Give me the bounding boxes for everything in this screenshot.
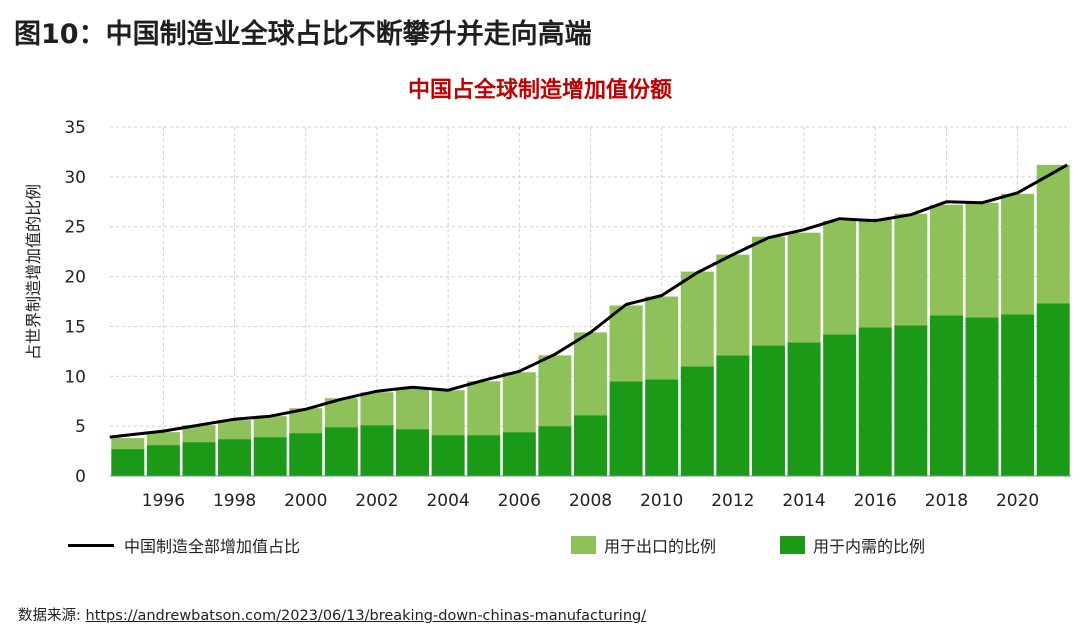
stacked-bar-chart: 0 5 10 15 20 25 30 35 1996 1998 2000 2002 2004 2006 20…	[64, 118, 1071, 511]
bar-export	[609, 305, 643, 382]
bar-export	[431, 390, 465, 436]
bar-domestic	[787, 342, 821, 476]
y-tick-label: 5	[75, 417, 86, 437]
bar-export	[360, 392, 394, 426]
bar-export	[111, 438, 145, 450]
x-tick-label: 2002	[355, 491, 398, 511]
bar-export	[858, 218, 892, 328]
figure-title: 图10：中国制造业全球占比不断攀升并走向高端	[14, 19, 592, 50]
bar-domestic	[289, 433, 323, 476]
legend-swatch-export	[571, 536, 596, 554]
bar-domestic	[1036, 303, 1070, 476]
bar-domestic	[858, 327, 892, 476]
bar-domestic	[146, 445, 180, 476]
bar-domestic	[574, 415, 607, 476]
legend-item-domestic: 用于内需的比例	[780, 533, 925, 557]
x-tick-label: 2020	[996, 491, 1039, 511]
bar-export	[146, 432, 180, 446]
bar-domestic	[680, 366, 714, 476]
bar-export	[253, 416, 287, 438]
bar-export	[538, 355, 572, 427]
x-tick-label: 2014	[782, 491, 825, 511]
legend-label-export: 用于出口的比例	[604, 537, 717, 556]
bar-domestic	[467, 435, 501, 476]
source-link[interactable]: https://andrewbatson.com/2023/06/13/brea…	[85, 608, 647, 624]
source-label: 数据来源:	[18, 608, 81, 624]
y-tick-label: 15	[64, 317, 86, 337]
bar-export	[894, 213, 928, 326]
bar-export	[218, 420, 252, 440]
y-tick-label: 0	[75, 467, 86, 487]
bar-domestic	[894, 325, 928, 476]
legend-line-swatch	[68, 543, 114, 547]
bar-domestic	[965, 317, 999, 476]
x-tick-label: 2004	[426, 491, 469, 511]
x-tick-label: 2000	[284, 491, 327, 511]
bar-domestic	[360, 425, 394, 476]
bar-export	[467, 381, 501, 436]
source-note: 数据来源: https://andrewbatson.com/2023/06/1…	[18, 604, 646, 625]
bar-export	[1001, 193, 1035, 315]
bar-domestic	[538, 426, 572, 476]
bar-domestic	[716, 355, 750, 476]
bar-export	[787, 232, 821, 343]
bar-domestic	[502, 432, 536, 476]
bar-export	[929, 204, 963, 316]
bar-export	[1036, 164, 1070, 304]
bar-export	[823, 220, 857, 335]
x-tick-label: 1996	[142, 491, 185, 511]
x-tick-label: 2008	[569, 491, 612, 511]
bar-export	[751, 236, 785, 346]
bar-export	[645, 296, 679, 380]
bar-domestic	[111, 449, 145, 476]
bar-domestic	[823, 334, 857, 476]
x-tick-label: 1998	[213, 491, 256, 511]
y-tick-label: 35	[64, 118, 86, 138]
bar-domestic	[751, 345, 785, 476]
bar-domestic	[609, 381, 643, 476]
bar-domestic	[396, 429, 430, 476]
bar-domestic	[431, 435, 465, 476]
bar-export	[716, 254, 750, 356]
bar-domestic	[182, 442, 216, 476]
legend-label-domestic: 用于内需的比例	[813, 537, 926, 556]
legend-swatch-domestic	[780, 536, 805, 554]
bar-domestic	[253, 437, 287, 476]
x-tick-label: 2012	[711, 491, 754, 511]
legend-item-export: 用于出口的比例	[571, 533, 716, 557]
bar-domestic	[1001, 314, 1035, 476]
bar-export	[396, 388, 430, 430]
y-tick-label: 30	[64, 168, 86, 188]
y-tick-label: 20	[64, 268, 86, 288]
bar-export	[965, 202, 999, 318]
x-tick-label: 2010	[640, 491, 683, 511]
bar-export	[680, 271, 714, 367]
bar-domestic	[324, 427, 358, 476]
bar-domestic	[218, 439, 252, 476]
chart-title: 中国占全球制造增加值份额	[407, 78, 672, 103]
bar-domestic	[929, 315, 963, 476]
bar-domestic	[645, 379, 679, 476]
bar-export	[182, 425, 216, 443]
x-tick-label: 2018	[925, 491, 968, 511]
bar-export	[502, 372, 536, 433]
legend-item-total: 中国制造全部增加值占比	[68, 533, 300, 557]
total-share-line	[109, 163, 1068, 439]
x-tick-label: 2016	[854, 491, 897, 511]
y-tick-label: 10	[64, 367, 86, 387]
legend-label-total: 中国制造全部增加值占比	[124, 537, 301, 556]
bar-export	[574, 332, 607, 416]
x-tick-label: 2006	[498, 491, 541, 511]
y-tick-label: 25	[64, 218, 86, 238]
